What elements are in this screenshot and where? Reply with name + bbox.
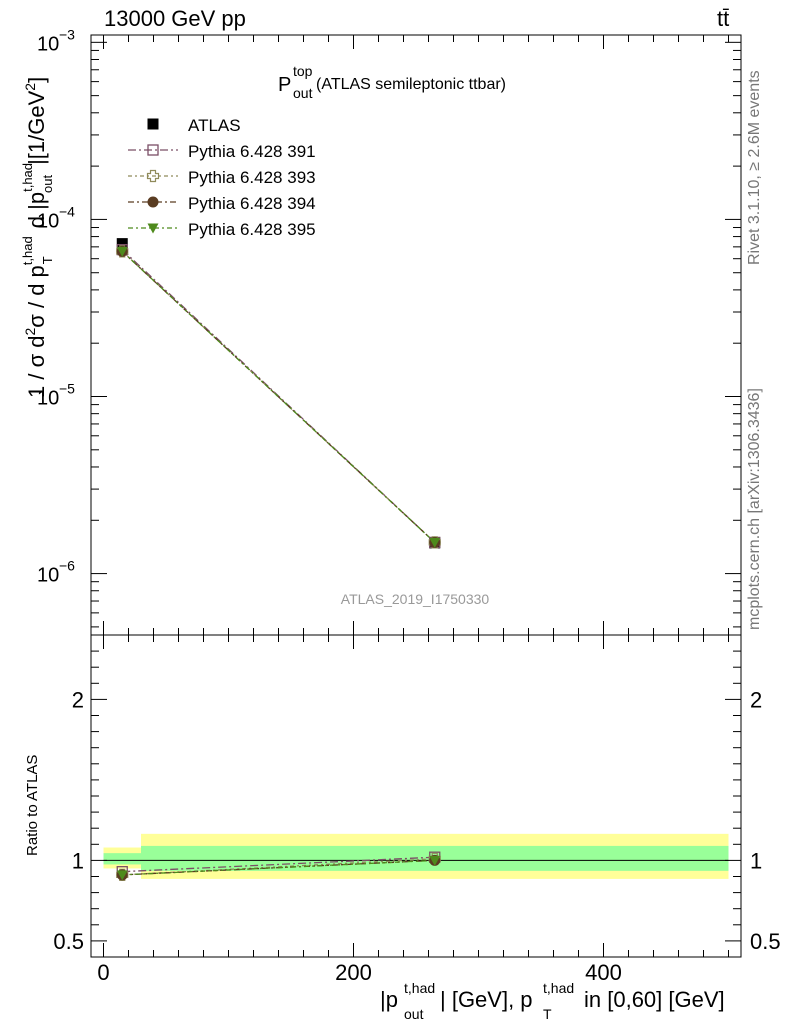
ratio-y-tick-label: 1 <box>72 848 84 873</box>
x-tick-label: 0 <box>97 960 109 985</box>
main-y-tick-label: 10 <box>37 388 59 410</box>
ratio-y-tick-label-right: 1 <box>750 848 762 873</box>
ratio-band-stat-0 <box>103 853 141 865</box>
plot-title-sub: out <box>293 85 313 101</box>
ratio-y-tick-label-right: 2 <box>750 687 762 712</box>
legend-marker <box>147 118 159 130</box>
analysis-watermark: ATLAS_2019_I1750330 <box>341 591 490 607</box>
svg-text:| [GeV], p: | [GeV], p <box>440 987 533 1012</box>
main-y-tick-label: 10 <box>37 210 59 232</box>
plot-title: P <box>278 74 291 96</box>
ratio-point-Pythia-6.428-395 <box>429 855 441 866</box>
energy-label: 13000 GeV pp <box>104 6 246 31</box>
legend-entry-label: Pythia 6.428 391 <box>188 142 316 161</box>
main-line-Pythia-6.428-395 <box>121 250 436 543</box>
ratio-y-tick-label-right: 0.5 <box>750 929 781 954</box>
svg-text:out: out <box>404 1006 424 1022</box>
ratio-panel-frame <box>90 634 742 958</box>
mc-point-Pythia-6.428-395 <box>116 246 128 257</box>
ratio-point-Pythia-6.428-395 <box>116 870 128 881</box>
plot-title-sup: top <box>293 63 313 79</box>
main-y-tick-label-exp: −5 <box>59 381 75 397</box>
legend-entry-label: ATLAS <box>188 116 241 135</box>
ratio-line-Pythia-6.428-393 <box>122 858 435 876</box>
plot-title-rest: (ATLAS semileptonic ttbar) <box>316 76 506 93</box>
process-label: tt̄ <box>717 6 730 31</box>
ratio-uncertainty-bands <box>103 833 729 879</box>
main-y-axis-label: 1 / σ d2σ / d pt,had T d |pt,had out|[1/Ge… <box>20 77 55 398</box>
ratio-y-tick-label: 2 <box>72 687 84 712</box>
ratio-line-Pythia-6.428-395 <box>122 859 435 876</box>
svg-text:in [0,60] [GeV]: in [0,60] [GeV] <box>584 987 725 1012</box>
main-y-tick-label: 10 <box>37 33 59 55</box>
legend-marker <box>147 144 159 156</box>
main-series-group: ATLAS Pythia 6.428 391 Pythia 6.428 393 Pyt… <box>116 116 441 549</box>
svg-text:t,had: t,had <box>543 980 574 996</box>
legend-entry-label: Pythia 6.428 393 <box>188 168 316 187</box>
mc-point-Pythia-6.428-395 <box>429 537 441 548</box>
x-tick-label: 400 <box>585 960 622 985</box>
main-y-tick-label-exp: −6 <box>59 558 75 574</box>
legend-entry-label: Pythia 6.428 395 <box>188 220 316 239</box>
x-tick-label: 200 <box>335 960 372 985</box>
legend-marker <box>146 169 160 183</box>
main-y-tick-label-exp: −3 <box>59 26 75 42</box>
main-axis-ticks: 10−610−510−410−3 <box>37 26 741 635</box>
ratio-axis-ticks: 0.5 0.5 1 1 2 2 0 200 400 <box>53 634 781 985</box>
legend-marker <box>147 196 159 208</box>
ratio-y-tick-label: 0.5 <box>53 929 84 954</box>
main-y-tick-label-exp: −4 <box>59 203 75 219</box>
svg-text:|p: |p <box>380 987 398 1012</box>
x-axis-label: |p t,had out | [GeV], p t,had T in [0,60… <box>380 980 725 1022</box>
ratio-y-axis-label: Ratio to ATLAS <box>24 755 41 856</box>
svg-text:t,had: t,had <box>404 980 435 996</box>
legend-entry-label: Pythia 6.428 394 <box>188 194 316 213</box>
main-y-tick-label: 10 <box>37 565 59 587</box>
legend-marker <box>147 223 159 234</box>
atlas-data-point <box>116 238 128 250</box>
ratio-series-group <box>116 851 441 881</box>
ratio-line-Pythia-6.428-391 <box>122 856 435 873</box>
svg-text:T: T <box>543 1006 552 1022</box>
